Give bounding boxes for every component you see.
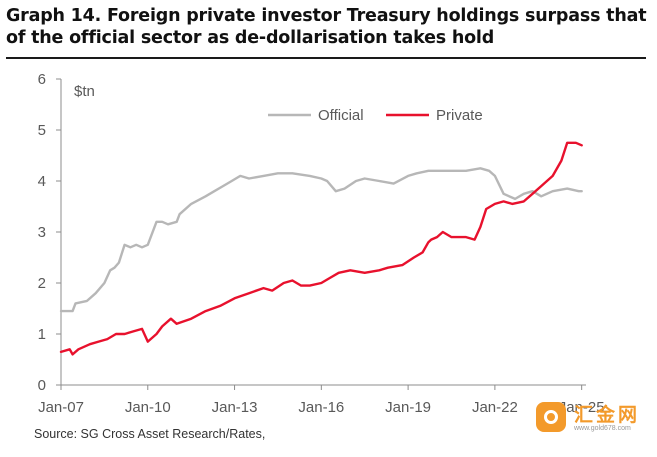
- source-note: Source: SG Cross Asset Research/Rates,: [34, 427, 266, 441]
- x-tick-label: Jan-10: [125, 399, 171, 416]
- watermark-text: 汇金网: [574, 404, 641, 426]
- y-tick-label: 6: [38, 71, 46, 88]
- y-tick-label: 4: [38, 173, 46, 190]
- y-tick-label: 2: [38, 275, 46, 292]
- y-axis-label: $tn: [74, 83, 95, 100]
- x-tick-label: Jan-13: [212, 399, 258, 416]
- title-divider: [6, 57, 646, 59]
- watermark-logo: 汇金网 www.gold678.com: [532, 398, 650, 438]
- legend-label-private: Private: [436, 107, 483, 124]
- watermark-badge-icon: [536, 402, 566, 432]
- x-tick-label: Jan-25: [559, 399, 605, 416]
- x-tick-label: Jan-19: [385, 399, 431, 416]
- series-line-private: [59, 141, 583, 356]
- y-tick-label: 0: [38, 377, 46, 394]
- y-tick-label: 5: [38, 122, 46, 139]
- watermark-url: www.gold678.com: [574, 425, 631, 432]
- x-tick-label: Jan-07: [38, 399, 84, 416]
- legend-label-official: Official: [318, 107, 364, 124]
- chart-title: Graph 14. Foreign private investor Treas…: [6, 6, 647, 48]
- x-tick-label: Jan-22: [472, 399, 518, 416]
- y-tick-label: 3: [38, 224, 46, 241]
- x-tick-label: Jan-16: [298, 399, 344, 416]
- series-line-official: [59, 167, 583, 313]
- y-tick-label: 1: [38, 326, 46, 343]
